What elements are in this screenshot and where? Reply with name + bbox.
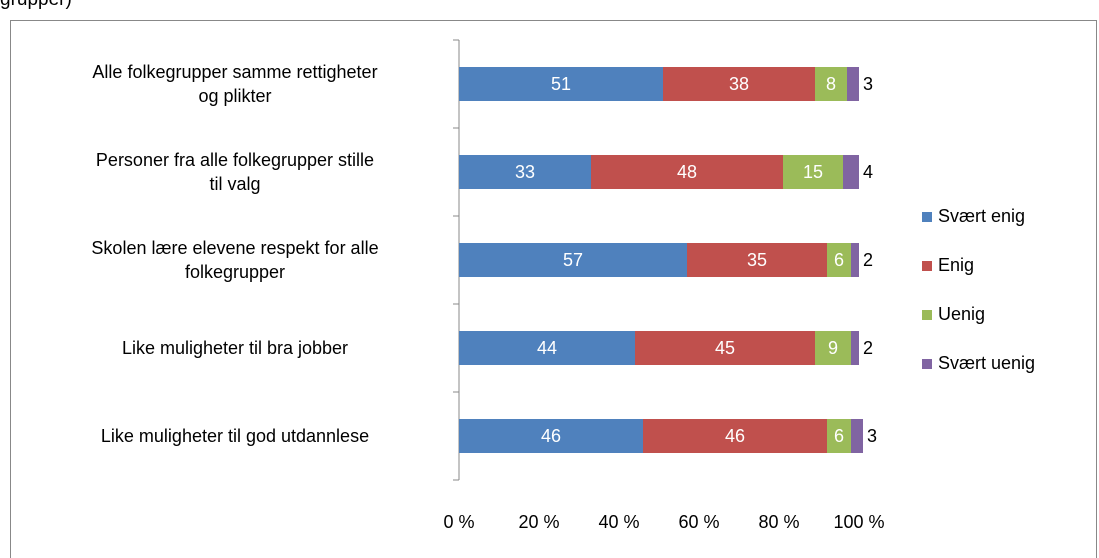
data-label: 15 <box>803 162 823 182</box>
bar-segment <box>827 243 851 277</box>
x-tick-label: 20 % <box>518 512 559 532</box>
bar-segment <box>847 67 859 101</box>
bar-segment <box>851 331 859 365</box>
legend-swatch <box>922 261 932 271</box>
legend-label: Uenig <box>938 304 985 324</box>
data-label: 57 <box>563 250 583 270</box>
bar-segment <box>459 331 635 365</box>
category-label: Skolen lære elevene respekt for alle fol… <box>91 238 379 282</box>
data-label: 35 <box>747 250 767 270</box>
bar-segment <box>459 419 643 453</box>
category-label: Alle folkegrupper samme rettigheter og p… <box>92 62 378 106</box>
data-label: 51 <box>551 74 571 94</box>
data-label: 46 <box>541 426 561 446</box>
data-label: 45 <box>715 338 735 358</box>
title-fragment: grupper) <box>0 0 72 11</box>
x-tick-label: 80 % <box>758 512 799 532</box>
legend-swatch <box>922 310 932 320</box>
data-label: 48 <box>677 162 697 182</box>
bar-segment <box>783 155 843 189</box>
bar-segment <box>815 331 851 365</box>
bar-segment <box>687 243 827 277</box>
bar-segment <box>459 155 591 189</box>
legend-label: Enig <box>938 255 974 275</box>
x-tick-label: 60 % <box>678 512 719 532</box>
data-label: 33 <box>515 162 535 182</box>
data-label: 44 <box>537 338 557 358</box>
bar-segment <box>459 67 663 101</box>
data-label: 6 <box>834 426 844 446</box>
data-label: 46 <box>725 426 745 446</box>
chart-border <box>10 20 1097 558</box>
data-label: 3 <box>867 426 877 446</box>
bar-segment <box>843 155 859 189</box>
data-label: 8 <box>826 74 836 94</box>
category-label: Like muligheter til bra jobber <box>121 338 349 358</box>
bar-segment <box>635 331 815 365</box>
bar-segment <box>459 243 687 277</box>
bar-segment <box>663 67 815 101</box>
bar-segment <box>591 155 783 189</box>
bar-segment <box>815 67 847 101</box>
data-label: 3 <box>863 74 873 94</box>
data-label: 2 <box>863 338 873 358</box>
data-label: 2 <box>863 250 873 270</box>
bar-segment <box>827 419 851 453</box>
x-tick-label: 100 % <box>833 512 884 532</box>
legend-label: Svært uenig <box>938 353 1035 373</box>
data-label: 38 <box>729 74 749 94</box>
bar-segment <box>851 243 859 277</box>
bar-segment <box>851 419 863 453</box>
x-tick-label: 40 % <box>598 512 639 532</box>
legend-swatch <box>922 359 932 369</box>
data-label: 4 <box>863 162 873 182</box>
data-label: 9 <box>828 338 838 358</box>
legend-swatch <box>922 212 932 222</box>
category-label: Like muligheter til god utdannlese <box>100 426 370 446</box>
bar-segment <box>643 419 827 453</box>
data-label: 6 <box>834 250 844 270</box>
category-label: Personer fra alle folkegrupper stille ti… <box>95 150 375 194</box>
legend-label: Svært enig <box>938 206 1025 226</box>
x-tick-label: 0 % <box>443 512 474 532</box>
